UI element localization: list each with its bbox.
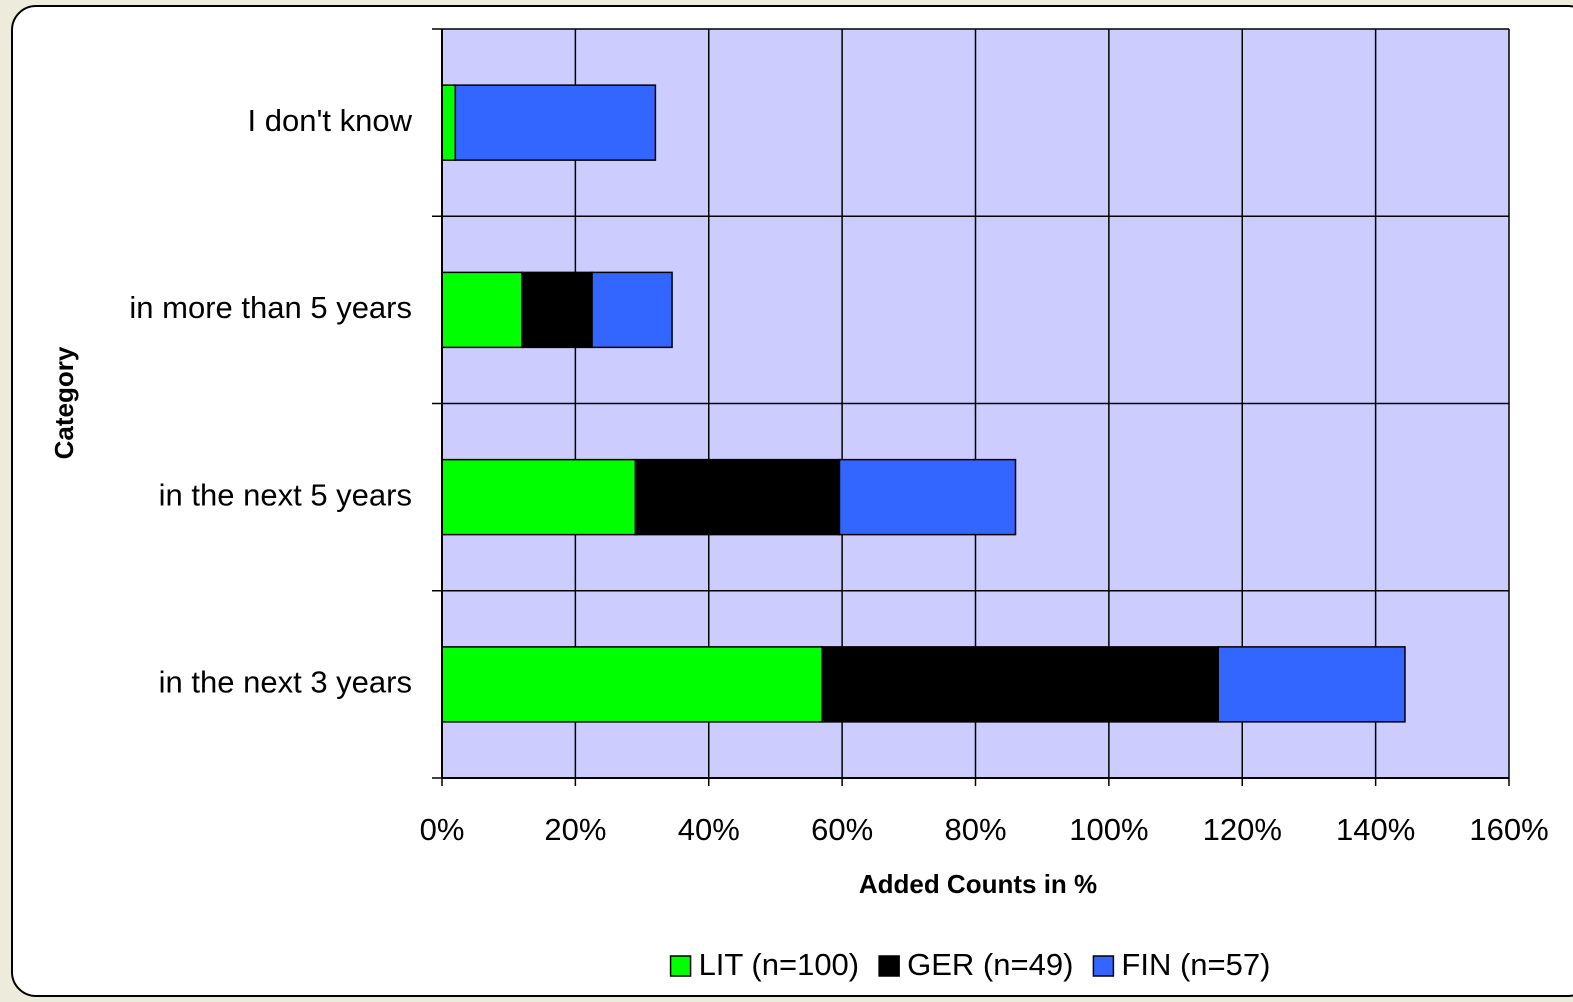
- bar-segment: [441, 271, 523, 349]
- legend-swatch: [878, 955, 900, 977]
- x-tick-label: 100%: [1069, 812, 1148, 847]
- y-tick-label: in the next 5 years: [159, 477, 412, 512]
- bar-segment: [591, 271, 673, 349]
- x-tick-label: 140%: [1336, 812, 1415, 847]
- bar-segment: [454, 84, 657, 161]
- x-tick-label: 0%: [420, 812, 465, 847]
- bar-segment: [634, 458, 841, 536]
- bar-segment: [521, 271, 593, 349]
- bar-segment: [821, 646, 1219, 723]
- x-tick-label: 80%: [944, 812, 1006, 847]
- y-tick-label: I don't know: [248, 103, 413, 138]
- legend-label: GER (n=49): [907, 947, 1073, 982]
- bar-segment: [1217, 646, 1406, 723]
- legend-label: FIN (n=57): [1121, 947, 1270, 982]
- legend-swatch: [1092, 955, 1115, 977]
- x-tick-label: 120%: [1203, 812, 1282, 847]
- x-tick-label: 60%: [811, 812, 873, 847]
- legend-swatch: [669, 955, 692, 977]
- bar-segment: [441, 646, 823, 723]
- bar-segment: [838, 458, 1017, 536]
- x-tick-label: 20%: [544, 812, 606, 847]
- y-axis-label: Category: [49, 346, 79, 459]
- legend-label: LIT (n=100): [699, 947, 860, 982]
- y-tick-label: in more than 5 years: [129, 290, 412, 325]
- x-tick-label: 40%: [678, 812, 740, 847]
- y-tick-label: in the next 3 years: [159, 665, 412, 700]
- bar-segment: [441, 84, 457, 161]
- x-tick-label: 160%: [1469, 812, 1548, 847]
- bar-segment: [441, 458, 637, 536]
- x-axis-label: Added Counts in %: [859, 869, 1097, 899]
